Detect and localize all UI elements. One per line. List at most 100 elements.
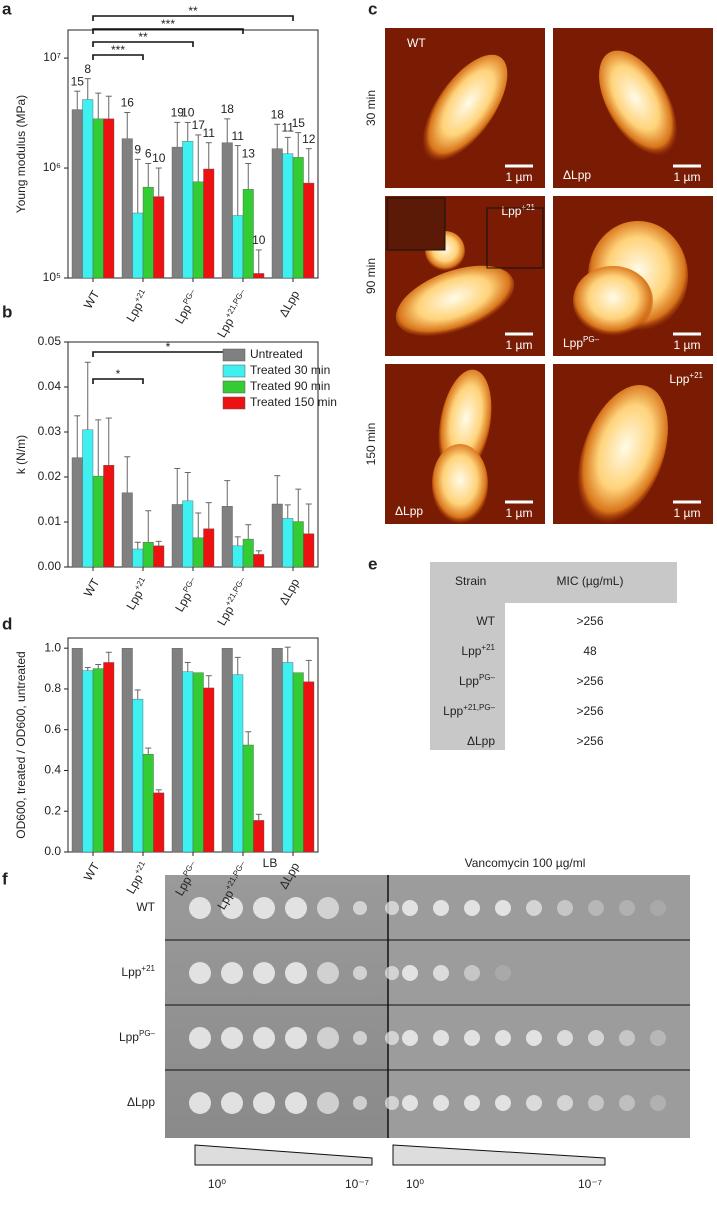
y-tick-label: 10⁷ [43,50,61,64]
error-bar [174,467,181,505]
spot [495,1095,511,1111]
spot [526,1095,542,1111]
legend-label: Treated 30 min [250,363,330,377]
spot [285,1092,307,1114]
n-label: 8 [84,62,91,76]
spot [557,900,573,916]
n-label: 15 [71,74,85,88]
bar [271,148,283,279]
bar [292,672,304,853]
error-bar [245,731,252,745]
bar [132,548,144,568]
x-tick-label: LppPG– [171,575,203,614]
spot [402,1095,418,1111]
inset-box [486,207,544,269]
error-bar [305,503,312,534]
error-bar [134,541,141,549]
error-bar [95,663,102,669]
error-bar [224,480,231,507]
n-label: 6 [145,147,152,161]
significance-label: * [166,340,171,354]
bar [232,215,244,279]
table-cell: >256 [576,674,603,688]
error-bar [105,651,112,663]
spot [285,897,307,919]
bar [303,533,315,568]
bar [253,273,265,279]
bar [182,500,194,568]
cell [578,384,668,524]
bar [103,118,115,279]
bar [271,647,283,853]
error-bar [305,148,312,184]
error-bar [284,646,291,663]
plate [388,875,690,1138]
spot [650,1030,666,1046]
error-bar [245,162,252,190]
table-header: MIC (µg/mL) [557,574,624,588]
n-label: 10 [252,233,266,247]
n-label: 9 [134,143,141,157]
y-tick-label: 0.03 [38,424,62,438]
bar [282,153,294,279]
y-tick-label: 10⁶ [43,160,61,174]
y-tick-label: 0.6 [44,722,61,736]
bar [303,182,315,279]
error-bar [255,813,262,821]
y-tick-label: 0.05 [38,334,62,348]
y-tick-label: 10⁵ [43,270,61,284]
panel-label: a [2,0,12,18]
error-bar [134,158,141,214]
bar [203,687,215,853]
error-bar [205,502,212,529]
row-label: ΔLpp [127,1095,155,1109]
spot [495,900,511,916]
n-label: 12 [302,132,316,146]
y-tick-label: 0.8 [44,681,61,695]
bar [171,647,183,853]
bar [221,647,233,853]
y-axis-label: OD600, treated / OD600, untreated [14,651,28,838]
y-tick-label: 1.0 [44,640,61,654]
x-tick-label: Lpp+21 [122,859,153,896]
spot [619,900,635,916]
bar [292,157,304,279]
spot [650,1095,666,1111]
dilution-wedge [194,1144,373,1166]
error-bar [205,675,212,688]
x-tick-label: LppPG– [171,287,203,326]
spot [253,962,275,984]
media-label: Vancomycin 100 µg/ml [465,856,586,870]
error-bar [295,488,302,522]
bar [142,753,154,853]
bar [103,662,115,853]
cell [422,54,508,162]
spot [433,965,449,981]
n-label: 10 [152,151,166,165]
n-label: 19 [171,106,185,120]
row-label: LppPG– [119,1029,156,1045]
error-bar [295,132,302,158]
spot [557,1095,573,1111]
significance-bracket [92,28,244,34]
spot [221,897,243,919]
significance-label: * [116,367,121,381]
scale-label: 1 µm [506,170,533,184]
x-tick-label: WT [81,860,103,884]
y-tick-label: 0.4 [44,763,61,777]
error-bar [84,78,91,100]
error-bar [195,512,202,538]
spot [588,1030,604,1046]
bar [71,457,83,568]
table-cell: ΔLpp [467,734,495,748]
significance-bracket [92,54,144,60]
bar [92,668,104,853]
row-label: Lpp+21 [121,964,155,980]
scale-label: 1 µm [506,338,533,352]
spot [619,1095,635,1111]
spot [588,900,604,916]
error-bar [155,789,162,793]
bar [303,681,315,853]
y-tick-label: 0.01 [38,514,62,528]
